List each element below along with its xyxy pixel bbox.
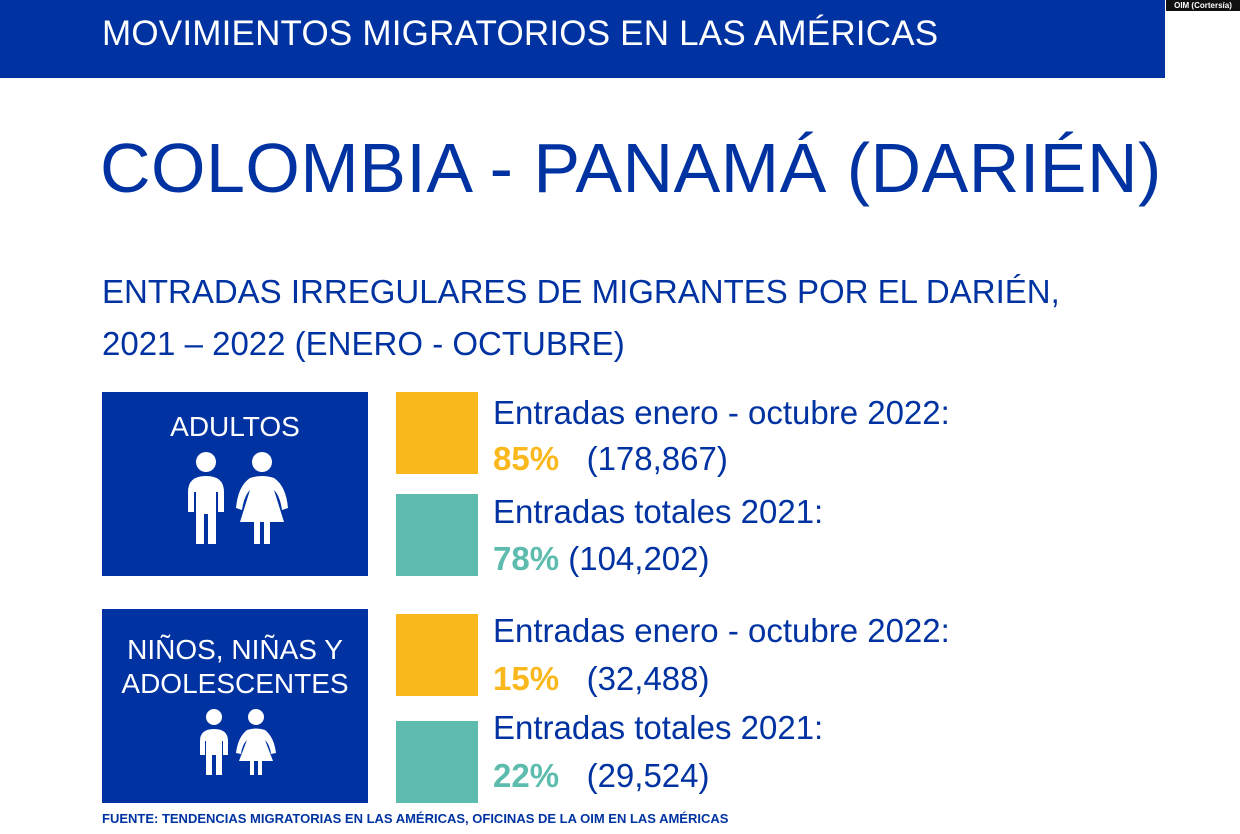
subtitle-line-2: 2021 – 2022 (ENERO - OCTUBRE): [102, 325, 625, 362]
header-title: MOVIMIENTOS MIGRATORIOS EN LAS AMÉRICAS: [102, 14, 939, 53]
adults-2021-percent: 78%: [493, 540, 560, 577]
children-2022-value: 15% (32,488): [493, 660, 710, 698]
adults-2021-count: (104,202): [568, 540, 710, 577]
adults-2022-count: (178,867): [586, 440, 728, 477]
adults-group-box: ADULTOS: [102, 392, 368, 576]
children-label: NIÑOS, NIÑAS Y ADOLESCENTES: [102, 633, 368, 701]
swatch-2022-children: [396, 614, 478, 696]
children-label-line-1: NIÑOS, NIÑAS Y: [127, 634, 343, 665]
children-2021-percent: 22%: [493, 757, 560, 794]
children-2022-percent: 15%: [493, 660, 560, 697]
adults-2022-label: Entradas enero - octubre 2022:: [493, 394, 950, 431]
swatch-2021-adults: [396, 494, 478, 576]
adults-2022-percent: 85%: [493, 440, 560, 477]
children-2021-label: Entradas totales 2021:: [493, 709, 824, 746]
header-bar: MOVIMIENTOS MIGRATORIOS EN LAS AMÉRICAS: [0, 0, 1165, 78]
children-2022-count: (32,488): [586, 660, 710, 697]
adults-icons: [102, 452, 368, 549]
subtitle: ENTRADAS IRREGULARES DE MIGRANTES POR EL…: [102, 266, 1060, 370]
children-2021-count: (29,524): [586, 757, 710, 794]
child-figures-icon: [200, 709, 276, 775]
adult-figures-icon: [188, 452, 288, 544]
source-note: FUENTE: TENDENCIAS MIGRATORIAS EN LAS AM…: [102, 811, 729, 826]
children-2022-label: Entradas enero - octubre 2022:: [493, 612, 950, 649]
swatch-2022-adults: [396, 392, 478, 474]
children-icons: [102, 709, 368, 782]
adults-2022-value: 85% (178,867): [493, 440, 728, 478]
main-title: COLOMBIA - PANAMÁ (DARIÉN): [100, 129, 1162, 207]
photo-credit: OIM (Cortersía): [1166, 0, 1240, 11]
children-label-line-2: ADOLESCENTES: [121, 668, 349, 699]
children-2021-value: 22% (29,524): [493, 757, 710, 795]
adults-2021-value: 78% (104,202): [493, 540, 710, 578]
swatch-2021-children: [396, 721, 478, 803]
adults-2021-label: Entradas totales 2021:: [493, 493, 824, 530]
children-group-box: NIÑOS, NIÑAS Y ADOLESCENTES: [102, 609, 368, 803]
adults-label: ADULTOS: [170, 411, 300, 442]
subtitle-line-1: ENTRADAS IRREGULARES DE MIGRANTES POR EL…: [102, 273, 1060, 310]
